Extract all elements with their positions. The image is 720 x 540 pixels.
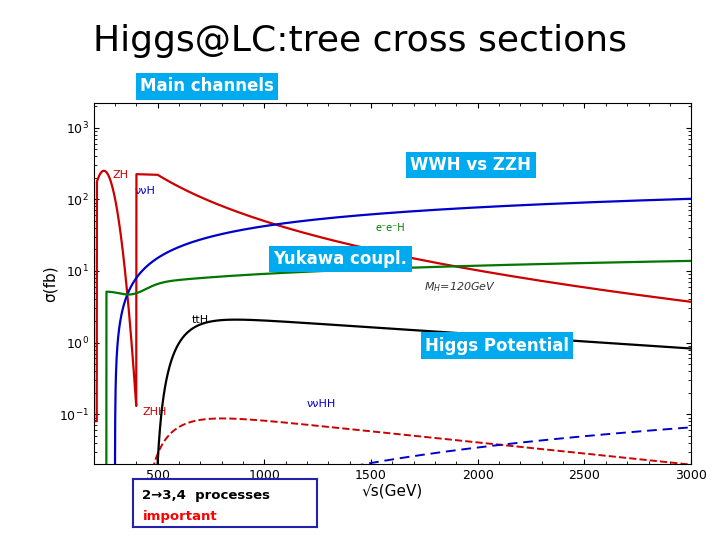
- Y-axis label: σ(fb): σ(fb): [42, 265, 58, 302]
- Text: Main channels: Main channels: [140, 77, 274, 96]
- Text: ZH: ZH: [113, 170, 129, 180]
- Text: Yukawa coupl.: Yukawa coupl.: [274, 250, 408, 268]
- Text: ttH: ttH: [192, 314, 209, 325]
- Text: ZHH: ZHH: [143, 407, 167, 417]
- Text: Higgs Potential: Higgs Potential: [425, 336, 569, 355]
- Text: WWH vs ZZH: WWH vs ZZH: [410, 156, 531, 174]
- Text: ννH: ννH: [134, 186, 155, 196]
- Text: e⁻e⁻H: e⁻e⁻H: [375, 223, 405, 233]
- Text: important: important: [143, 510, 217, 523]
- Text: Higgs@LC:tree cross sections: Higgs@LC:tree cross sections: [93, 24, 627, 58]
- X-axis label: √s(GeV): √s(GeV): [361, 484, 423, 498]
- Text: 2→3,4  processes: 2→3,4 processes: [143, 489, 271, 502]
- Text: $M_H$=120GeV: $M_H$=120GeV: [424, 280, 497, 294]
- Text: ννHH: ννHH: [307, 399, 336, 409]
